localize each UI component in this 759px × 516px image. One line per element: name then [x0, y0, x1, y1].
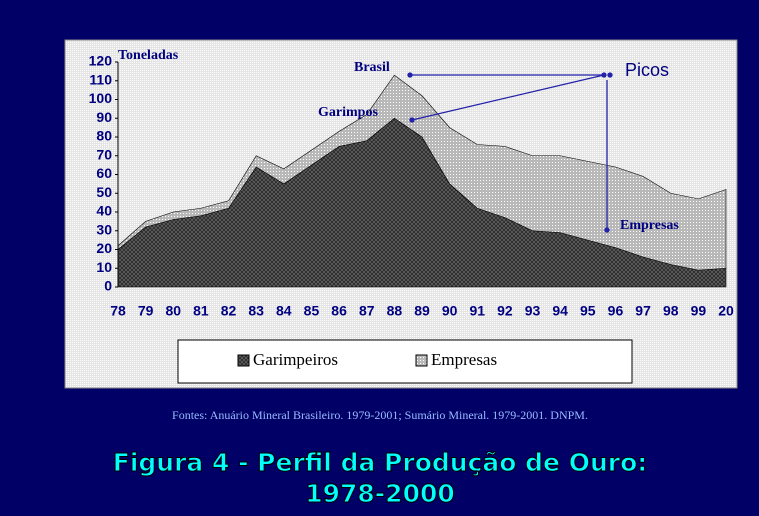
y-tick-label: 110: [89, 71, 112, 87]
annotation: Brasil: [354, 60, 390, 75]
y-tick-label: 50: [96, 184, 112, 200]
legend-swatch: [415, 354, 428, 367]
chart-title: Figura 4 - Perfil da Produção de Ouro:: [113, 448, 648, 477]
x-tick-label: 98: [663, 303, 679, 319]
y-tick-label: 10: [96, 259, 112, 275]
y-tick-label: 80: [96, 128, 112, 144]
x-tick-label: 84: [276, 303, 292, 319]
plot: 0 10 20 30 40 50 60 70 80 90 100 110 120 78 79 80 81 82 83…: [89, 53, 734, 369]
x-tick-label: 20: [718, 303, 734, 319]
x-tick-label: 99: [691, 303, 707, 319]
annotation: Garimpos: [318, 105, 378, 120]
legend-label: Garimpeiros: [253, 350, 338, 369]
x-tick-label: 78: [110, 303, 126, 319]
x-tick-label: 83: [248, 303, 264, 319]
x-tick-label: 92: [497, 303, 513, 319]
legend-box: [177, 339, 633, 384]
y-tick-label: 30: [96, 221, 112, 237]
x-tick-label: 87: [359, 303, 375, 319]
chart-subtitle: 1978-2000: [305, 479, 455, 508]
x-tick-label: 96: [608, 303, 624, 319]
y-tick-label: 90: [96, 109, 112, 125]
x-tick-label: 95: [580, 303, 596, 319]
x-tick-label: 90: [442, 303, 458, 319]
annotation: Empresas: [620, 218, 679, 233]
y-tick-label: 70: [96, 146, 112, 162]
x-tick-label: 89: [414, 303, 430, 319]
y-tick-label: 120: [89, 53, 113, 69]
y-label: Toneladas: [118, 48, 179, 63]
x-tick-label: 97: [635, 303, 651, 319]
x-tick-label: 82: [221, 303, 237, 319]
x-tick-label: 79: [138, 303, 154, 319]
y-tick-label: 40: [96, 203, 112, 219]
x-tick-label: 86: [331, 303, 347, 319]
legend-label: Empresas: [431, 350, 497, 369]
legend-swatch: [237, 354, 250, 367]
y-tick-label: 0: [104, 278, 112, 294]
y-tick-label: 60: [96, 165, 112, 181]
x-tick-label: 81: [193, 303, 209, 319]
y-tick-label: 100: [89, 90, 113, 106]
annotation: Picos: [625, 60, 669, 80]
y-tick-label: 20: [96, 240, 112, 256]
x-tick-label: 80: [165, 303, 181, 319]
area: [117, 74, 727, 271]
peak-arrows: [407, 72, 613, 233]
x-tick-label: 88: [387, 303, 403, 319]
x-tick-label: 94: [552, 303, 568, 319]
x-tick-label: 93: [525, 303, 541, 319]
x-tick-label: 85: [304, 303, 320, 319]
source: Fontes: Anuário Mineral Brasileiro. 1979…: [172, 408, 588, 422]
x-tick-label: 91: [469, 303, 485, 319]
